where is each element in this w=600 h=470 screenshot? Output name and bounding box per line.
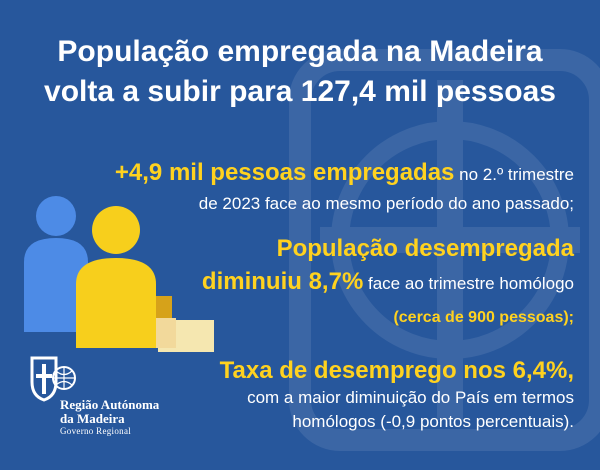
stat-employed-text-2: de 2023 face ao mesmo período do ano pas…: [198, 194, 574, 213]
stat-unemployed: População desempregada diminuiu 8,7% fac…: [202, 232, 574, 336]
stat-rate-text-2: homólogos (-0,9 pontos percentuais).: [292, 412, 574, 431]
stat-employed-highlight: +4,9 mil pessoas empregadas: [114, 159, 455, 186]
page-title: População empregada na Madeira volta a s…: [0, 32, 600, 112]
stat-unemployed-text: face ao trimestre homólogo: [363, 274, 574, 293]
title-line-1: População empregada na Madeira: [57, 35, 543, 68]
logo-region: Região Autónoma: [60, 397, 160, 412]
stat-unemployed-count: (cerca de 900 pessoas);: [393, 309, 574, 326]
watermark-icon: [289, 49, 600, 451]
stat-unemployed-change: diminuiu 8,7%: [201, 268, 364, 295]
logo-government: Governo Regional: [60, 426, 132, 436]
stat-unemployed-highlight: População desempregada: [276, 235, 574, 262]
people-bar-chart-icon: [24, 196, 214, 352]
logo-text: Região Autónoma da Madeira Governo Regio…: [60, 398, 159, 437]
stat-employed-text: no 2.º trimestre: [454, 165, 574, 184]
stat-rate-text-1: com a maior diminuição do País em termos: [247, 388, 574, 407]
government-logo: Região Autónoma da Madeira Governo Regio…: [30, 356, 180, 446]
stat-employed: +4,9 mil pessoas empregadas no 2.º trime…: [115, 158, 574, 218]
stat-unemployment-rate: Taxa de desemprego nos 6,4%, com a maior…: [220, 356, 574, 434]
madeira-coat-of-arms-icon: [30, 356, 76, 402]
title-line-2: volta a subir para 127,4 mil pessoas: [44, 75, 556, 108]
logo-region-name: da Madeira: [60, 411, 125, 426]
stat-rate-highlight: Taxa de desemprego nos 6,4%,: [219, 357, 574, 384]
